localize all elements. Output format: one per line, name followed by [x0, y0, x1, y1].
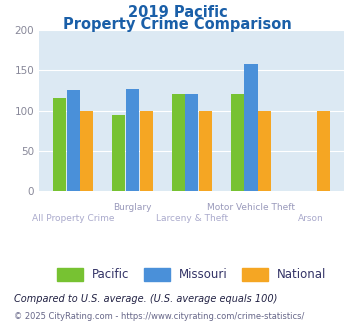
Bar [231, 94, 244, 191]
Text: Compared to U.S. average. (U.S. average equals 100): Compared to U.S. average. (U.S. average … [14, 294, 278, 304]
Bar [258, 111, 271, 191]
Bar [112, 115, 125, 191]
Bar [199, 111, 212, 191]
Bar [171, 94, 185, 191]
Bar [140, 111, 153, 191]
Legend: Pacific, Missouri, National: Pacific, Missouri, National [52, 263, 332, 286]
Bar [126, 89, 139, 191]
Bar [245, 64, 257, 191]
Text: Motor Vehicle Theft: Motor Vehicle Theft [207, 203, 295, 212]
Text: 2019 Pacific: 2019 Pacific [128, 5, 227, 20]
Text: Property Crime Comparison: Property Crime Comparison [63, 16, 292, 31]
Text: All Property Crime: All Property Crime [32, 214, 114, 223]
Bar [67, 90, 80, 191]
Text: © 2025 CityRating.com - https://www.cityrating.com/crime-statistics/: © 2025 CityRating.com - https://www.city… [14, 312, 305, 321]
Bar [185, 94, 198, 191]
Text: Larceny & Theft: Larceny & Theft [155, 214, 228, 223]
Bar [53, 98, 66, 191]
Text: Arson: Arson [297, 214, 323, 223]
Bar [80, 111, 93, 191]
Bar [317, 111, 331, 191]
Text: Burglary: Burglary [113, 203, 152, 212]
